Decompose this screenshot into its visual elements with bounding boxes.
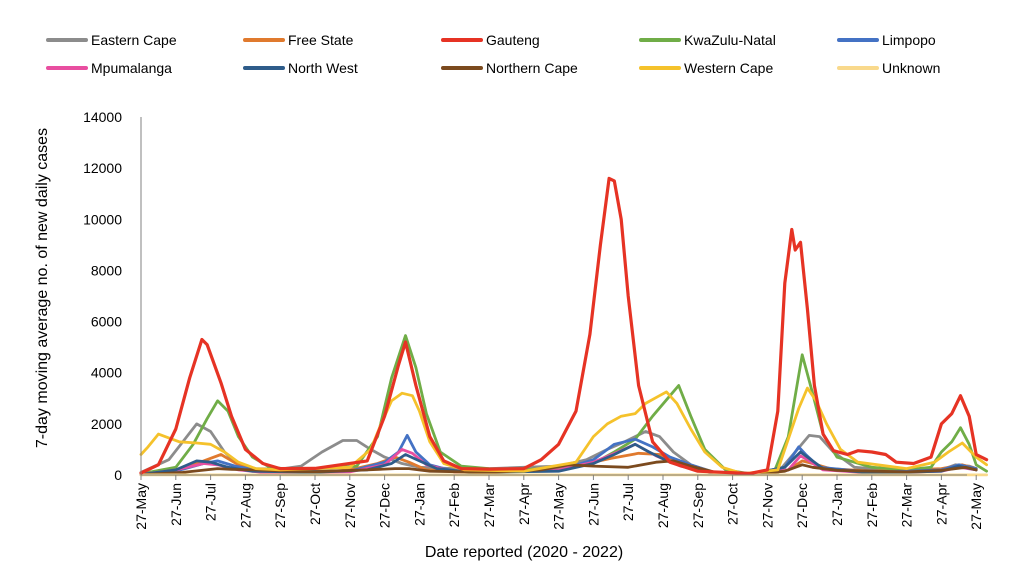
x-tick-label: 27-Jul: [620, 483, 636, 521]
legend-label: Western Cape: [684, 60, 773, 76]
y-tick-label: 2000: [91, 416, 122, 432]
x-tick-label: 27-May: [968, 483, 984, 530]
series-layer: [139, 176, 989, 477]
y-axis-title: 7-day moving average no. of new daily ca…: [34, 128, 51, 448]
y-tick-label: 14000: [83, 109, 122, 125]
series-line-western-cape: [139, 386, 988, 476]
legend-label: Eastern Cape: [91, 32, 177, 48]
x-tick-label: 27-Jan: [411, 483, 427, 526]
y-tick-label: 12000: [83, 160, 122, 176]
legend-label: KwaZulu-Natal: [684, 32, 776, 48]
series-line-gauteng: [139, 176, 989, 476]
series-line-kwazulu-natal: [139, 334, 988, 476]
y-tick-label: 0: [114, 467, 122, 483]
legend-label: North West: [288, 60, 358, 76]
x-tick-label: 27-Feb: [864, 483, 880, 528]
x-tick-label: 27-Dec: [794, 483, 810, 528]
x-tick-label: 27-Apr: [516, 483, 532, 525]
x-tick-label: 27-Aug: [655, 483, 671, 528]
x-tick-label: 27-Sep: [272, 483, 288, 528]
x-tick-labels: 27-May 27-Jun 27-Jul 27-Aug 27-Sep 27-Oct 27-N…: [133, 475, 984, 530]
x-tick-label: 27-Oct: [725, 483, 741, 525]
y-tick-label: 6000: [91, 314, 122, 330]
x-tick-label: 27-Mar: [899, 483, 915, 528]
legend-label: Unknown: [882, 60, 940, 76]
legend-label: Limpopo: [882, 32, 936, 48]
legend-label: Free State: [288, 32, 354, 48]
x-tick-label: 27-Nov: [342, 483, 358, 528]
x-tick-label: 27-Oct: [307, 483, 323, 525]
x-axis-title: Date reported (2020 - 2022): [425, 544, 623, 561]
x-tick-label: 27-Aug: [237, 483, 253, 528]
x-tick-label: 27-Nov: [759, 483, 775, 528]
x-tick-label: 27-Dec: [377, 483, 393, 528]
x-tick-label: 27-Apr: [933, 483, 949, 525]
axes: [140, 117, 967, 476]
y-tick-labels: 0 2000 4000 6000 8000 10000 12000 14000: [83, 109, 122, 483]
x-tick-label: 27-Feb: [446, 483, 462, 528]
y-tick-label: 8000: [91, 262, 122, 278]
x-tick-label: 27-Jun: [168, 483, 184, 526]
legend-label: Gauteng: [486, 32, 540, 48]
x-tick-label: 27-Jul: [203, 483, 219, 521]
x-tick-label: 27-May: [551, 483, 567, 530]
y-tick-label: 10000: [83, 211, 122, 227]
x-tick-label: 27-Sep: [690, 483, 706, 528]
x-tick-label: 27-Jan: [829, 483, 845, 526]
legend-label: Mpumalanga: [91, 60, 172, 76]
legend: Eastern Cape Free State Gauteng KwaZulu-Nat…: [46, 32, 940, 76]
y-tick-label: 4000: [91, 365, 122, 381]
legend-label: Northern Cape: [486, 60, 578, 76]
x-tick-label: 27-Mar: [481, 483, 497, 528]
x-tick-label: 27-Jun: [585, 483, 601, 526]
x-tick-label: 27-May: [133, 483, 149, 530]
